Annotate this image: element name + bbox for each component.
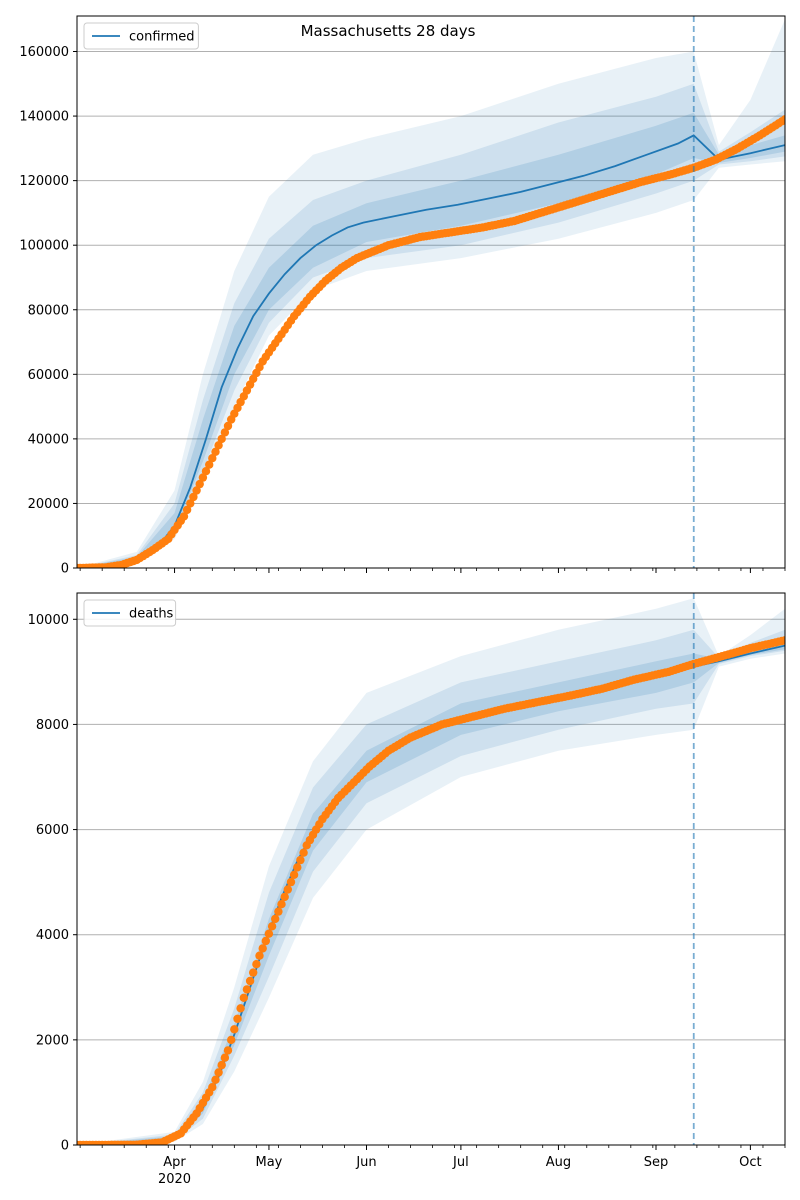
chart-title: Massachusetts 28 days (301, 22, 476, 40)
x-tick-sublabel: 2020 (158, 1172, 191, 1187)
data-point (223, 421, 233, 431)
data-point (211, 447, 220, 456)
data-point (299, 848, 308, 857)
y-tick-label: 8000 (36, 718, 69, 733)
legend-label: deaths (129, 607, 174, 622)
plot-area (77, 19, 785, 568)
data-point (280, 892, 289, 902)
y-tick-label: 0 (61, 1139, 69, 1154)
data-point (255, 951, 264, 960)
legend-label: confirmed (129, 30, 195, 45)
data-point (249, 968, 258, 977)
y-tick-label: 6000 (36, 823, 69, 838)
data-point (277, 900, 286, 909)
data-point (195, 479, 204, 489)
data-point (245, 976, 255, 986)
y-tick-label: 100000 (19, 239, 69, 254)
y-tick-label: 160000 (19, 45, 69, 60)
legend-box (83, 22, 199, 50)
x-tick-label: May (256, 1155, 283, 1170)
y-tick-label: 10000 (28, 613, 69, 628)
data-point (289, 870, 299, 879)
data-point (189, 492, 198, 502)
data-point (211, 1075, 220, 1085)
data-point (286, 877, 296, 887)
data-point (236, 1004, 245, 1013)
data-point (214, 441, 223, 450)
data-point (220, 428, 230, 437)
data-point (242, 985, 252, 994)
y-tick-label: 20000 (28, 497, 69, 512)
data-point (780, 115, 785, 124)
x-tick-label: Apr (163, 1155, 186, 1170)
legend-box (83, 599, 177, 627)
y-tick-label: 80000 (28, 303, 69, 318)
data-point (780, 636, 785, 645)
data-point (258, 944, 267, 953)
x-tick-label: Aug (546, 1155, 571, 1170)
data-point (179, 512, 189, 521)
data-point (192, 486, 201, 495)
data-point (198, 473, 208, 482)
x-tick-label: Jul (452, 1155, 469, 1170)
y-tick-label: 40000 (28, 432, 69, 447)
x-tick-label: Jun (355, 1155, 376, 1170)
data-point (214, 1068, 223, 1077)
data-point (186, 499, 195, 508)
x-tick-label: Sep (644, 1155, 669, 1170)
data-point (233, 1014, 242, 1023)
data-point (208, 454, 217, 463)
y-tick-label: 0 (61, 562, 69, 577)
uncertainty-band-outer (77, 598, 785, 1145)
uncertainty-band-inner (77, 640, 785, 1145)
data-point (296, 855, 305, 865)
data-point (205, 460, 214, 469)
data-point (223, 1046, 233, 1055)
data-point (261, 936, 270, 946)
data-point (227, 1035, 236, 1045)
y-tick-label: 2000 (36, 1033, 69, 1048)
data-point (267, 922, 277, 931)
data-point (220, 1053, 230, 1062)
legend: deaths (83, 599, 177, 627)
deaths-panel: 0 2000 4000 6000 8000 10000 Apr 2020 May Jun Jul Au… (28, 592, 786, 1187)
y-tick-label: 120000 (19, 174, 69, 189)
data-point (239, 993, 248, 1002)
data-point (230, 1025, 239, 1034)
data-point (293, 863, 302, 872)
x-tick-label: Oct (739, 1155, 761, 1170)
data-point (264, 929, 274, 938)
uncertainty-band-outer (77, 19, 785, 568)
data-point (274, 907, 283, 916)
confirmed-panel: 0 20000 40000 60000 80000 100000 120000 140000 1… (19, 15, 786, 577)
data-point (217, 1060, 226, 1070)
data-point (217, 434, 226, 444)
y-tick-label: 60000 (28, 368, 69, 383)
data-point (182, 505, 192, 515)
data-point (201, 467, 211, 476)
y-tick-label: 140000 (19, 110, 69, 125)
legend: confirmed (83, 22, 199, 50)
axes-frame (76, 15, 786, 569)
data-point (208, 1083, 217, 1092)
data-point (271, 914, 280, 924)
y-tick-label: 4000 (36, 928, 69, 943)
data-point (283, 885, 292, 894)
plot-area (77, 598, 785, 1145)
uncertainty-band-middle (77, 83, 785, 568)
axes-frame (76, 592, 786, 1146)
data-point (252, 960, 261, 969)
